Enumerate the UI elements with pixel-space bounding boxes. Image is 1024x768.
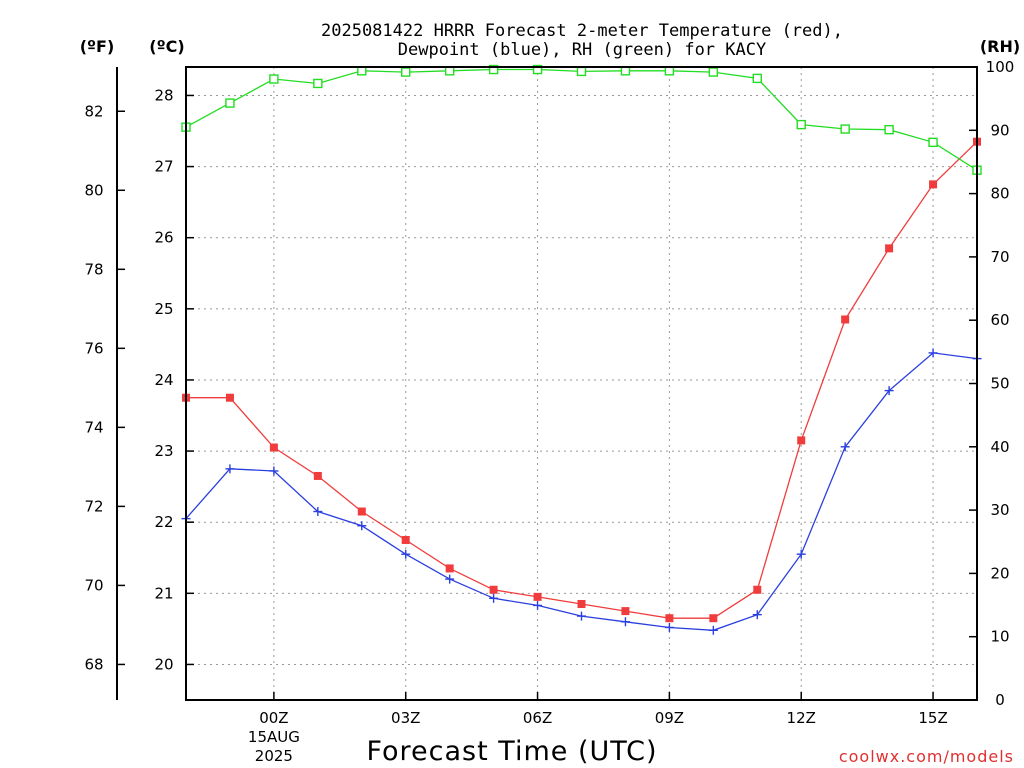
celsius-tick-label: 24 bbox=[154, 371, 173, 389]
rh-point bbox=[840, 124, 850, 134]
dewpoint-point bbox=[269, 466, 279, 476]
dewpoint-point bbox=[796, 549, 806, 559]
labels-layer: 2025081422 HRRR Forecast 2-meter Tempera… bbox=[80, 21, 1020, 767]
celsius-tick-label: 23 bbox=[154, 442, 173, 460]
temperature-point bbox=[269, 443, 278, 452]
fahrenheit-tick-label: 72 bbox=[84, 497, 103, 515]
celsius-tick-label: 22 bbox=[154, 513, 173, 531]
credit-link[interactable]: coolwx.com/models bbox=[839, 747, 1014, 766]
dewpoint-point bbox=[533, 600, 543, 610]
temperature-point bbox=[577, 599, 586, 608]
rh-point bbox=[884, 124, 894, 135]
rh-point bbox=[532, 64, 543, 75]
rh-tick-label: 80 bbox=[990, 185, 1009, 203]
temperature-point bbox=[533, 592, 542, 601]
rh-point bbox=[269, 74, 279, 84]
fahrenheit-tick-label: 80 bbox=[84, 181, 103, 199]
celsius-tick-label: 20 bbox=[154, 655, 173, 673]
x-tick-label: 06Z bbox=[523, 709, 552, 727]
temperature-point bbox=[841, 315, 850, 324]
rh-tick-label: 10 bbox=[990, 628, 1009, 646]
rh-tick-label: 70 bbox=[990, 248, 1009, 266]
temperature-point bbox=[797, 436, 806, 445]
x-tick-label: 00Z bbox=[259, 709, 288, 727]
temperature-point bbox=[489, 585, 498, 594]
celsius-tick-label: 28 bbox=[154, 86, 173, 104]
temperature-point bbox=[225, 393, 234, 402]
dewpoint-line bbox=[185, 352, 978, 631]
fahrenheit-tick-label: 70 bbox=[84, 576, 103, 594]
fahrenheit-tick-label: 74 bbox=[84, 418, 103, 436]
dewpoint-point bbox=[401, 549, 411, 559]
rh-point bbox=[796, 119, 806, 130]
dewpoint-point bbox=[357, 521, 367, 531]
temperature-point bbox=[313, 471, 322, 480]
series-group bbox=[181, 64, 982, 635]
rh-tick-label: 60 bbox=[990, 311, 1009, 329]
rh-point bbox=[928, 137, 938, 148]
celsius-unit-label: (ºC) bbox=[149, 37, 184, 56]
chart-title-line2: Dewpoint (blue), RH (green) for KACY bbox=[398, 40, 766, 60]
dewpoint-point bbox=[840, 442, 850, 452]
rh-tick-label: 50 bbox=[990, 375, 1009, 393]
temperature-point bbox=[709, 614, 718, 623]
fahrenheit-tick-label: 76 bbox=[84, 339, 103, 357]
chart-title-line1: 2025081422 HRRR Forecast 2-meter Tempera… bbox=[321, 21, 843, 41]
dewpoint-point bbox=[708, 625, 718, 635]
x-tick-label: 12Z bbox=[787, 709, 816, 727]
celsius-tick-label: 26 bbox=[154, 229, 173, 247]
dewpoint-point bbox=[225, 464, 235, 474]
dewpoint-point bbox=[752, 610, 762, 620]
rh-point bbox=[576, 66, 587, 77]
x-tick-label: 09Z bbox=[655, 709, 684, 727]
rh-point bbox=[225, 98, 235, 108]
rh-point bbox=[401, 67, 411, 77]
x-tick-label: 03Z bbox=[391, 709, 420, 727]
rh-point bbox=[488, 64, 499, 75]
x-tick-label: 15Z bbox=[918, 709, 947, 727]
temperature-point bbox=[885, 244, 894, 253]
temperature-point bbox=[753, 585, 762, 594]
dewpoint-point bbox=[577, 611, 586, 621]
rh-tick-label: 40 bbox=[990, 438, 1009, 456]
dewpoint-point bbox=[489, 593, 499, 603]
x-tick-year-label: 2025 bbox=[255, 747, 293, 765]
rh-point bbox=[708, 67, 719, 77]
rh-line bbox=[185, 68, 978, 171]
temperature-point bbox=[445, 564, 454, 573]
temperature-point bbox=[929, 180, 938, 189]
rh-tick-label: 100 bbox=[986, 58, 1015, 76]
dewpoint-point bbox=[884, 386, 894, 396]
temperature-point bbox=[621, 607, 630, 616]
dewpoint-point bbox=[928, 348, 938, 358]
celsius-tick-label: 27 bbox=[154, 158, 173, 176]
fahrenheit-tick-label: 68 bbox=[84, 655, 103, 673]
celsius-tick-label: 25 bbox=[154, 300, 173, 318]
series-layer bbox=[181, 64, 982, 635]
rh-tick-label: 30 bbox=[990, 501, 1009, 519]
axes-layer: 20 21 22 23 24 25 26 27 28 68 70 72 74 76 78 80 82 0 10 20 3… bbox=[84, 58, 1014, 765]
dewpoint-point bbox=[664, 622, 674, 632]
rh-unit-label: (RH) bbox=[980, 37, 1020, 56]
dewpoint-point bbox=[313, 507, 323, 517]
rh-tick-label: 20 bbox=[990, 564, 1009, 582]
dewpoint-point bbox=[445, 574, 455, 584]
rh-point bbox=[752, 73, 762, 84]
temperature-point bbox=[357, 507, 366, 516]
rh-tick-label: 90 bbox=[990, 121, 1009, 139]
x-axis-label: Forecast Time (UTC) bbox=[366, 736, 657, 767]
temperature-point bbox=[665, 614, 674, 623]
rh-tick-label: 0 bbox=[995, 691, 1005, 709]
celsius-tick-label: 21 bbox=[154, 584, 173, 602]
fahrenheit-tick-label: 82 bbox=[84, 102, 103, 120]
x-tick-date-label: 15AUG bbox=[248, 728, 300, 746]
fahrenheit-unit-label: (ºF) bbox=[80, 37, 115, 56]
fahrenheit-tick-label: 78 bbox=[84, 260, 103, 278]
dewpoint-point bbox=[620, 617, 630, 627]
temperature-point bbox=[401, 535, 410, 544]
rh-point bbox=[313, 78, 323, 89]
